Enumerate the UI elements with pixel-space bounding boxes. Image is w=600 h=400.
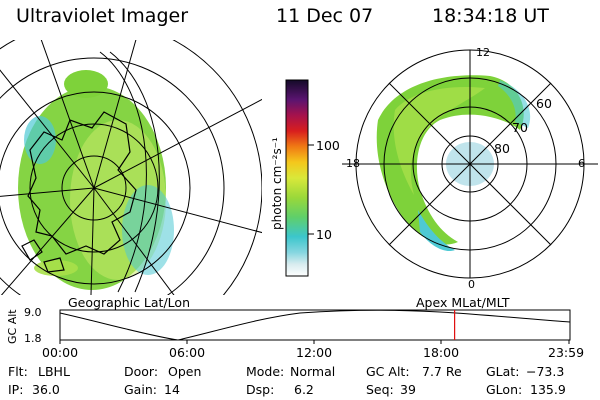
gcalt-value: 7.7 Re [422, 364, 462, 379]
date-label: 11 Dec 07 [276, 5, 374, 27]
colorbar-label-10: 10 [316, 227, 332, 242]
filter-label: Flt: [8, 364, 28, 379]
door-label: Door: [124, 364, 159, 379]
mode-label: Mode: [246, 364, 285, 379]
altitude-axis-title: GC Alt [6, 309, 19, 344]
seq-label: Seq: [366, 382, 394, 397]
ip-label: IP: [8, 382, 24, 397]
colorbar [285, 79, 309, 277]
aurora-patch [64, 70, 108, 98]
mlat-label-80: 80 [494, 141, 510, 156]
glon-label: GLon: [486, 382, 523, 397]
colorbar-unit-label: photon cm⁻²s⁻¹ [270, 137, 284, 230]
gain-label: Gain: [124, 382, 157, 397]
geographic-projection-label: Geographic Lat/Lon [68, 295, 190, 310]
mlt-label-0: 0 [468, 278, 475, 291]
geographic-image [0, 40, 262, 295]
longitude-lines [0, 40, 262, 295]
door-value: Open [168, 364, 202, 379]
mlt-label-6: 6 [578, 157, 585, 170]
time-label: 18:34:18 UT [432, 5, 549, 27]
altitude-curve [59, 309, 571, 341]
mode-value: Normal [290, 364, 336, 379]
mlt-label-12: 12 [476, 46, 490, 59]
altitude-tick-min: 1.8 [24, 332, 42, 345]
mlat-label-70: 70 [512, 120, 528, 135]
gain-value: 14 [164, 382, 180, 397]
dsp-label: Dsp: [246, 382, 275, 397]
gcalt-label: GC Alt: [366, 364, 410, 379]
apex-projection-label: Apex MLat/MLT [416, 295, 510, 310]
colorbar-label-100: 100 [316, 138, 340, 153]
mlt-label-18: 18 [346, 157, 360, 170]
glat-value: −73.3 [526, 364, 565, 379]
time-label-2359: 23:59 [548, 345, 585, 360]
time-label-0600: 06:00 [169, 345, 206, 360]
altitude-tick-max: 9.0 [24, 306, 42, 319]
polar-image [376, 75, 531, 252]
instrument-title: Ultraviolet Imager [16, 5, 189, 27]
time-label-0000: 00:00 [42, 345, 79, 360]
coastline [27, 111, 137, 255]
filter-value: LBHL [38, 364, 70, 379]
time-label-1800: 18:00 [423, 345, 460, 360]
mlt-lines [342, 50, 598, 278]
latitude-circles [0, 40, 262, 295]
time-ticks [59, 340, 570, 344]
glat-label: GLat: [486, 364, 520, 379]
mlat-label-60: 60 [536, 96, 552, 111]
dsp-value: 6.2 [294, 382, 314, 397]
time-label-1200: 12:00 [296, 345, 333, 360]
glon-value: 135.9 [530, 382, 566, 397]
altitude-panel [59, 309, 571, 341]
seq-value: 39 [400, 382, 416, 397]
ip-value: 36.0 [32, 382, 60, 397]
